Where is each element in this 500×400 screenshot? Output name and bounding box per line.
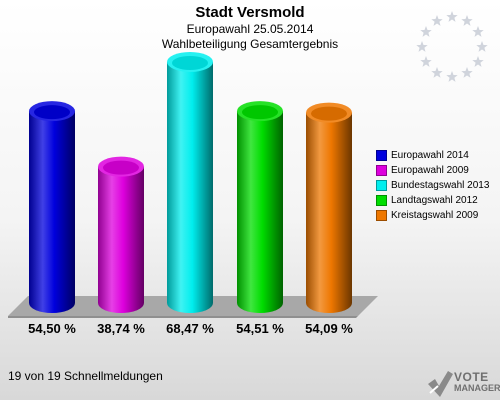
legend-swatch — [376, 150, 387, 161]
bar — [98, 156, 144, 313]
legend: Europawahl 2014 Europawahl 2009 Bundesta… — [376, 150, 489, 225]
star-icon — [446, 11, 458, 22]
legend-item: Bundestagswahl 2013 — [376, 180, 489, 195]
legend-swatch — [376, 180, 387, 191]
star-icon — [446, 71, 458, 82]
bar — [29, 101, 75, 313]
bar-body — [237, 111, 283, 313]
checkmark-icon — [428, 371, 453, 397]
footer-status: 19 von 19 Schnellmeldungen — [8, 369, 163, 383]
star-icon — [476, 41, 488, 52]
value-label: 54,09 % — [305, 321, 353, 336]
chart-floor-shadow — [8, 316, 358, 318]
logo-text-manager: MANAGER — [454, 383, 500, 393]
vote-manager-logo: VOTE MANAGER — [424, 368, 500, 400]
value-label: 54,51 % — [236, 321, 284, 336]
star-icon — [461, 15, 473, 26]
bar — [306, 102, 352, 313]
bar-top-inner — [34, 105, 70, 120]
star-icon — [431, 15, 443, 26]
legend-swatch — [376, 165, 387, 176]
eu-stars-logo — [416, 11, 488, 82]
legend-label: Europawahl 2009 — [391, 165, 469, 176]
star-icon — [420, 56, 432, 67]
legend-item: Europawahl 2009 — [376, 165, 489, 180]
chart-subtitle-2: Wahlbeteiligung Gesamtergebnis — [161, 37, 339, 51]
star-icon — [420, 26, 432, 37]
star-icon — [431, 67, 443, 78]
legend-label: Europawahl 2014 — [391, 150, 469, 161]
bar-body — [306, 112, 352, 313]
bar-top-inner — [103, 160, 139, 175]
star-icon — [416, 41, 428, 52]
logo-text-vote: VOTE — [454, 370, 489, 384]
legend-item: Kreistagswahl 2009 — [376, 210, 489, 225]
value-label: 54,50 % — [28, 321, 76, 336]
star-icon — [461, 67, 473, 78]
bar — [167, 51, 213, 314]
legend-swatch — [376, 210, 387, 221]
bar-top-inner — [172, 55, 208, 70]
bar-body — [29, 111, 75, 313]
value-label: 38,74 % — [97, 321, 145, 336]
bar-body — [167, 61, 213, 314]
bar-top-inner — [311, 106, 347, 121]
legend-label: Landtagswahl 2012 — [391, 195, 478, 206]
bar-top-inner — [242, 105, 278, 120]
legend-item: Europawahl 2014 — [376, 150, 489, 165]
legend-label: Bundestagswahl 2013 — [391, 180, 490, 191]
chart-title: Stadt Versmold — [195, 4, 305, 21]
bar-body — [98, 166, 144, 313]
legend-swatch — [376, 195, 387, 206]
star-icon — [472, 56, 484, 67]
legend-label: Kreistagswahl 2009 — [391, 210, 479, 221]
bar — [237, 101, 283, 313]
chart-subtitle: Europawahl 25.05.2014 — [186, 22, 314, 36]
star-icon — [472, 26, 484, 37]
legend-item: Landtagswahl 2012 — [376, 195, 489, 210]
value-label: 68,47 % — [166, 321, 214, 336]
